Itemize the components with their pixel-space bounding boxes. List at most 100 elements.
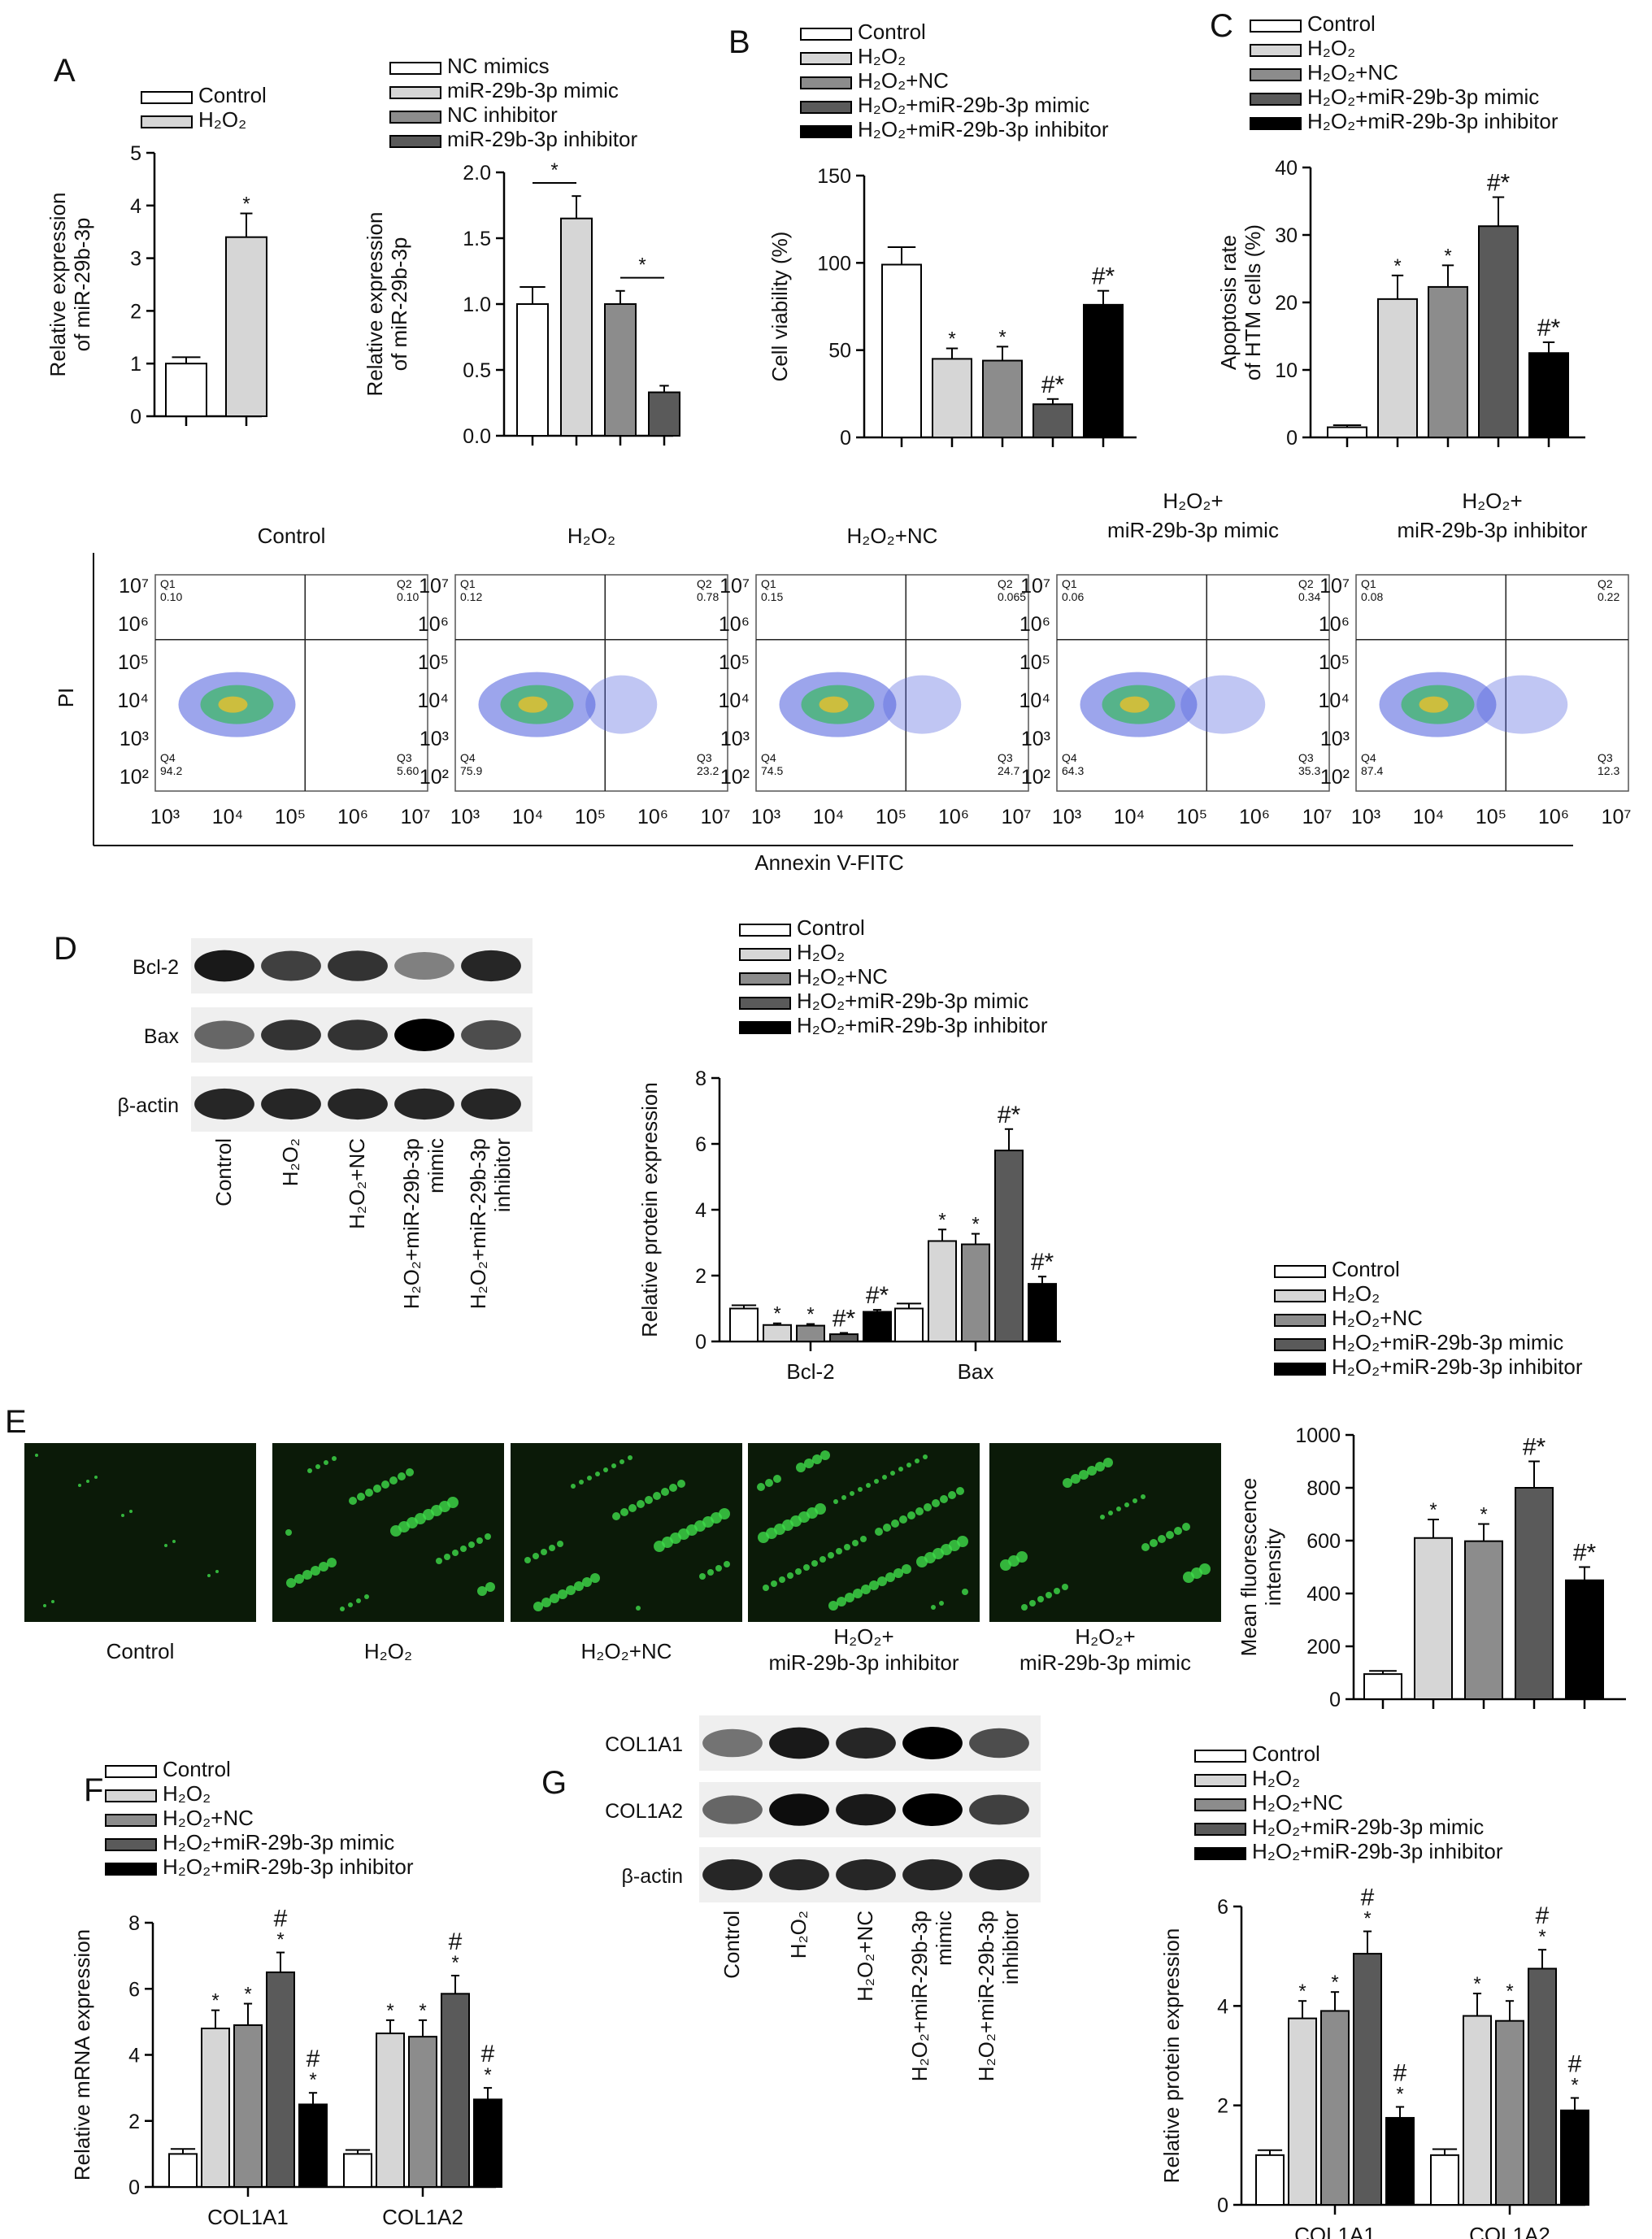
- fluorescent-cell: [1071, 1474, 1080, 1484]
- significance-star: *: [386, 2000, 393, 2022]
- blot-band: [194, 1088, 254, 1120]
- legend-label: H₂O₂: [858, 44, 906, 68]
- bar: [201, 2028, 230, 2188]
- event-cloud-apoptotic: [585, 675, 658, 734]
- blot-band: [394, 952, 454, 980]
- y-tick-label: 10⁶: [1019, 613, 1050, 636]
- bar: [165, 363, 207, 418]
- fluorescent-cell: [324, 1460, 328, 1465]
- fluorescent-cell: [893, 1568, 903, 1578]
- blot-band: [902, 1727, 963, 1759]
- y-tick-label: 30: [1275, 224, 1298, 247]
- x-tick-label: 10⁵: [575, 806, 606, 828]
- fluorescent-cell: [779, 1576, 785, 1583]
- fluorescent-cell: [628, 1504, 637, 1512]
- significance-star: *: [451, 1952, 459, 1974]
- fluorescence-label: H₂O₂+NC: [581, 1639, 672, 1663]
- x-tick-label: 10⁵: [275, 806, 306, 828]
- fluorescent-cell: [121, 1514, 124, 1517]
- y-tick-label: 100: [817, 252, 851, 275]
- quadrant-name: Q2: [397, 577, 412, 590]
- bar: [1377, 298, 1418, 438]
- fluorescent-cell: [356, 1598, 361, 1603]
- fluorescent-cell: [1141, 1494, 1146, 1499]
- fluorescent-cell: [286, 1578, 296, 1588]
- y-tick-label: 10²: [120, 766, 149, 789]
- bar: [894, 1307, 924, 1342]
- group-label: Bax: [958, 1359, 994, 1384]
- bar: [863, 1311, 892, 1343]
- fluorescent-cell: [939, 1601, 944, 1606]
- blot-band: [702, 1728, 763, 1758]
- bar: [408, 2036, 437, 2188]
- event-cloud-apoptotic: [1180, 675, 1266, 734]
- y-tick-label: 10⁵: [1019, 651, 1050, 674]
- significance-marker: #*: [998, 1102, 1021, 1128]
- fluorescent-cell: [866, 1483, 871, 1488]
- y-tick-label: 1: [130, 353, 141, 376]
- group-label: COL1A2: [382, 2205, 463, 2229]
- fluorescent-cell: [837, 1597, 846, 1606]
- legend-label: H₂O₂+miR-29b-3p inhibitor: [797, 1013, 1048, 1037]
- y-tick-label: 10⁶: [418, 613, 449, 636]
- x-tick-label: 10⁶: [1239, 806, 1270, 828]
- fluorescent-cell: [850, 1491, 854, 1496]
- x-tick-label: 10⁷: [1302, 806, 1332, 828]
- legend-label: H₂O₂+NC: [1332, 1306, 1423, 1330]
- legend-swatch: [1274, 1289, 1326, 1302]
- fluorescent-cell: [803, 1564, 810, 1571]
- y-tick-label: 10⁶: [118, 613, 149, 636]
- y-tick-label: 2.0: [463, 162, 491, 185]
- significance-star: *: [244, 1984, 251, 2006]
- legend-swatch: [1250, 68, 1302, 81]
- fluorescent-cell: [35, 1454, 38, 1457]
- fluorescent-cell: [836, 1548, 842, 1554]
- x-tick-label: 10⁷: [1602, 806, 1632, 828]
- fluorescent-cell: [1116, 1506, 1121, 1511]
- blot-band: [702, 1859, 763, 1891]
- legend-label: H₂O₂+miR-29b-3p inhibitor: [1307, 109, 1559, 133]
- legend-label: H₂O₂+miR-29b-3p mimic: [858, 93, 1089, 117]
- fluorescent-cell: [841, 1495, 846, 1500]
- y-axis-label: Apoptosis rate: [1216, 235, 1241, 370]
- significance-star: *: [211, 1990, 219, 2012]
- legend-swatch: [739, 924, 791, 937]
- fluorescent-cell: [923, 1454, 928, 1459]
- flow-plot: [755, 574, 1029, 792]
- fluorescent-cell: [319, 1562, 328, 1572]
- legend-label: H₂O₂+miR-29b-3p inhibitor: [858, 117, 1109, 141]
- fluorescent-cell: [811, 1560, 818, 1567]
- blot-band: [902, 1793, 963, 1826]
- significance-marker: #*: [833, 1305, 856, 1332]
- y-axis-label: Relative protein expression: [637, 1082, 662, 1337]
- y-tick-label: 0: [1286, 427, 1298, 450]
- legend-label: H₂O₂+NC: [858, 68, 949, 93]
- legend-swatch: [800, 101, 852, 114]
- quadrant-name: Q1: [460, 577, 476, 590]
- y-tick-label: 10³: [1320, 728, 1350, 750]
- fluorescent-cell: [1054, 1588, 1060, 1594]
- fluorescent-cell: [931, 1605, 936, 1610]
- legend-label: H₂O₂+miR-29b-3p mimic: [163, 1830, 394, 1854]
- blot-lane-label: H₂O₂+miR-29b-3p: [907, 1911, 932, 2081]
- fluorescent-cell: [815, 1503, 826, 1515]
- blot-row-label: Bax: [144, 1025, 180, 1048]
- legend-label: miR-29b-3p mimic: [447, 78, 619, 102]
- fluorescence-label: miR-29b-3p inhibitor: [768, 1650, 959, 1675]
- fluorescent-cell: [285, 1529, 292, 1536]
- y-tick-label: 6: [695, 1133, 706, 1156]
- significance-star: *: [972, 1214, 979, 1236]
- fluorescent-cell: [1132, 1498, 1137, 1503]
- significance-marker: #*: [1041, 372, 1065, 398]
- significance-star: *: [638, 254, 646, 276]
- legend-label: Control: [163, 1757, 231, 1781]
- fluorescent-cell: [773, 1475, 781, 1483]
- significance-star: *: [1444, 245, 1451, 267]
- y-axis-label: Relative mRNA expression: [70, 1929, 94, 2180]
- quadrant-name: Q2: [1298, 577, 1314, 590]
- y-tick-label: 10⁶: [1319, 613, 1350, 636]
- quadrant-name: Q4: [460, 751, 476, 764]
- blot-row-label: β-actin: [117, 1094, 179, 1117]
- fluorescent-cell: [898, 1467, 903, 1472]
